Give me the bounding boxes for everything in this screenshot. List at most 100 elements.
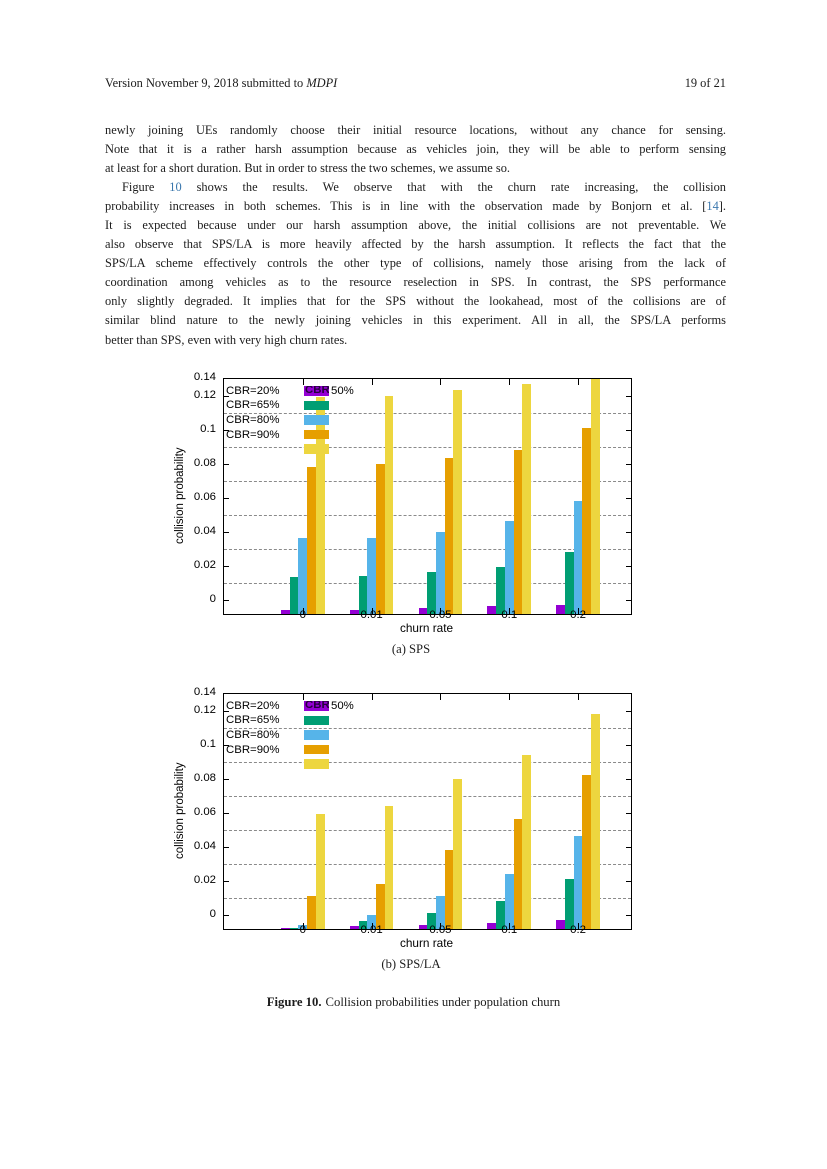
x-tick-mark <box>371 922 373 929</box>
y-tick-mark <box>626 464 631 466</box>
bar <box>522 754 532 929</box>
bar <box>358 575 368 614</box>
x-tick-mark <box>509 607 511 614</box>
bar <box>384 395 394 614</box>
legend-color-swatch: CBR= <box>304 386 329 396</box>
bar <box>289 577 299 614</box>
legend-color-swatch <box>304 415 329 425</box>
bar <box>582 427 592 614</box>
x-tick-label: 0 <box>299 608 306 621</box>
y-tick-mark <box>224 881 229 883</box>
bar <box>307 895 316 929</box>
y-tick-mark <box>224 532 229 534</box>
bar <box>298 924 308 929</box>
y-tick-mark <box>626 847 631 849</box>
y-tick-mark <box>626 915 631 917</box>
body-text-line: at least for a short duration. But in or… <box>105 159 726 178</box>
bar <box>591 713 600 929</box>
body-text-segment: It is expected because under our harsh a… <box>105 218 726 233</box>
body-text-line: Figure 10 shows the results. We observe … <box>105 178 726 197</box>
legend-color-swatch <box>304 444 329 454</box>
bar <box>367 538 376 614</box>
citation-link[interactable]: 14 <box>706 199 719 214</box>
y-tick-mark <box>626 566 631 568</box>
x-tick-mark <box>440 922 442 929</box>
y-tick-mark <box>224 745 229 747</box>
x-tick-label: 0.2 <box>570 923 586 936</box>
body-text-line: only slightly degraded. It implies that … <box>105 292 726 311</box>
bar <box>504 873 514 929</box>
y-tick-label: 0.06 <box>193 806 216 819</box>
x-axis-title: churn rate <box>399 621 454 635</box>
y-tick-label: 0.02 <box>193 559 216 572</box>
body-text-segment: SPS/LA scheme effectively controls the o… <box>105 256 726 271</box>
y-tick-mark <box>626 498 631 500</box>
legend-label: CBR=90% <box>226 743 280 756</box>
y-tick-mark <box>626 711 631 713</box>
body-text-segment: probability increases in both schemes. T… <box>105 199 707 214</box>
grid-line <box>224 446 631 448</box>
legend-color-swatch <box>304 715 329 726</box>
x-tick-mark <box>509 378 511 385</box>
y-tick-label: 0.12 <box>193 704 216 717</box>
legend: CBR=20% CBR=50% CBR=65%CBR=80% CBR=90% <box>226 699 354 772</box>
bar <box>591 378 600 614</box>
y-tick-mark <box>626 532 631 534</box>
x-tick-label: 0.05 <box>429 923 452 936</box>
plot-area: 00.010.050.10.2CBR=20%CBR=50%CBR=65%CBR=… <box>223 692 632 936</box>
grid-line <box>224 412 631 414</box>
x-tick-mark <box>509 922 511 929</box>
body-text-line: SPS/LA scheme effectively controls the o… <box>105 254 726 273</box>
bar <box>427 912 437 929</box>
x-tick-mark <box>440 378 442 385</box>
x-tick-mark <box>440 607 442 614</box>
x-axis-title: churn rate <box>399 936 454 950</box>
y-tick-label: 0.14 <box>193 685 216 698</box>
legend-label: CBR=20% <box>226 699 280 712</box>
y-tick-mark <box>626 745 631 747</box>
y-tick-mark <box>224 566 229 568</box>
figure-10a-sps-chart: collision probability 0.14 0.12 0.1 0.08 0.0… <box>160 370 660 670</box>
bar <box>556 919 566 929</box>
bar <box>513 819 523 929</box>
grid-line <box>224 761 631 763</box>
x-tick-label: 0.05 <box>429 608 452 621</box>
legend-row: CBR=80% <box>226 728 354 743</box>
legend-overlapped-text: CBR= <box>305 386 329 396</box>
y-tick-mark <box>626 881 631 883</box>
body-text-segment: Figure <box>122 180 170 195</box>
x-tick-label: 0.1 <box>501 608 518 621</box>
y-tick-mark <box>626 600 631 602</box>
bar <box>444 849 454 929</box>
header-version-text: Version November 9, 2018 submitted to <box>105 76 307 90</box>
x-tick-mark <box>578 922 580 929</box>
y-tick-mark <box>626 779 631 781</box>
y-tick-mark <box>224 711 229 713</box>
y-tick-mark <box>626 430 631 432</box>
figure-caption-label: Figure 10. <box>266 995 322 1009</box>
subfigure-caption-a: (a) SPS <box>391 642 431 656</box>
y-tick-label: 0.06 <box>193 491 216 504</box>
x-tick-mark <box>578 378 580 385</box>
x-tick-label: 0 <box>299 923 306 936</box>
body-text-line: Note that it is a rather harsh assumptio… <box>105 140 726 159</box>
bar <box>418 924 428 929</box>
x-tick-label: 0.1 <box>501 923 518 936</box>
grid-line <box>224 480 631 482</box>
x-tick-label: 0.01 <box>360 608 383 621</box>
bar <box>375 463 385 614</box>
body-text-segment: similar blind nature to the newly joinin… <box>105 313 726 328</box>
y-tick-mark <box>224 813 229 815</box>
body-text-line: coordination among vehicles as to the re… <box>105 273 726 292</box>
legend: CBR=20% CBR=50% CBR=65%CBR=80% CBR=90% <box>226 384 354 457</box>
body-text-line: similar blind nature to the newly joinin… <box>105 311 726 330</box>
subfigure-caption-b: (b) SPS/LA <box>381 957 441 971</box>
bar <box>513 449 523 614</box>
body-text-segment: shows the results. We observe that with … <box>181 180 726 195</box>
citation-link[interactable]: 10 <box>169 180 182 195</box>
legend-color-swatch <box>304 759 329 769</box>
legend-color-swatch: CBR= <box>304 701 329 711</box>
y-tick-mark <box>626 813 631 815</box>
plot-area: 00.010.050.10.2CBR=20%CBR=50%CBR=65%CBR=… <box>223 377 632 621</box>
body-text-segment: only slightly degraded. It implies that … <box>105 294 726 309</box>
